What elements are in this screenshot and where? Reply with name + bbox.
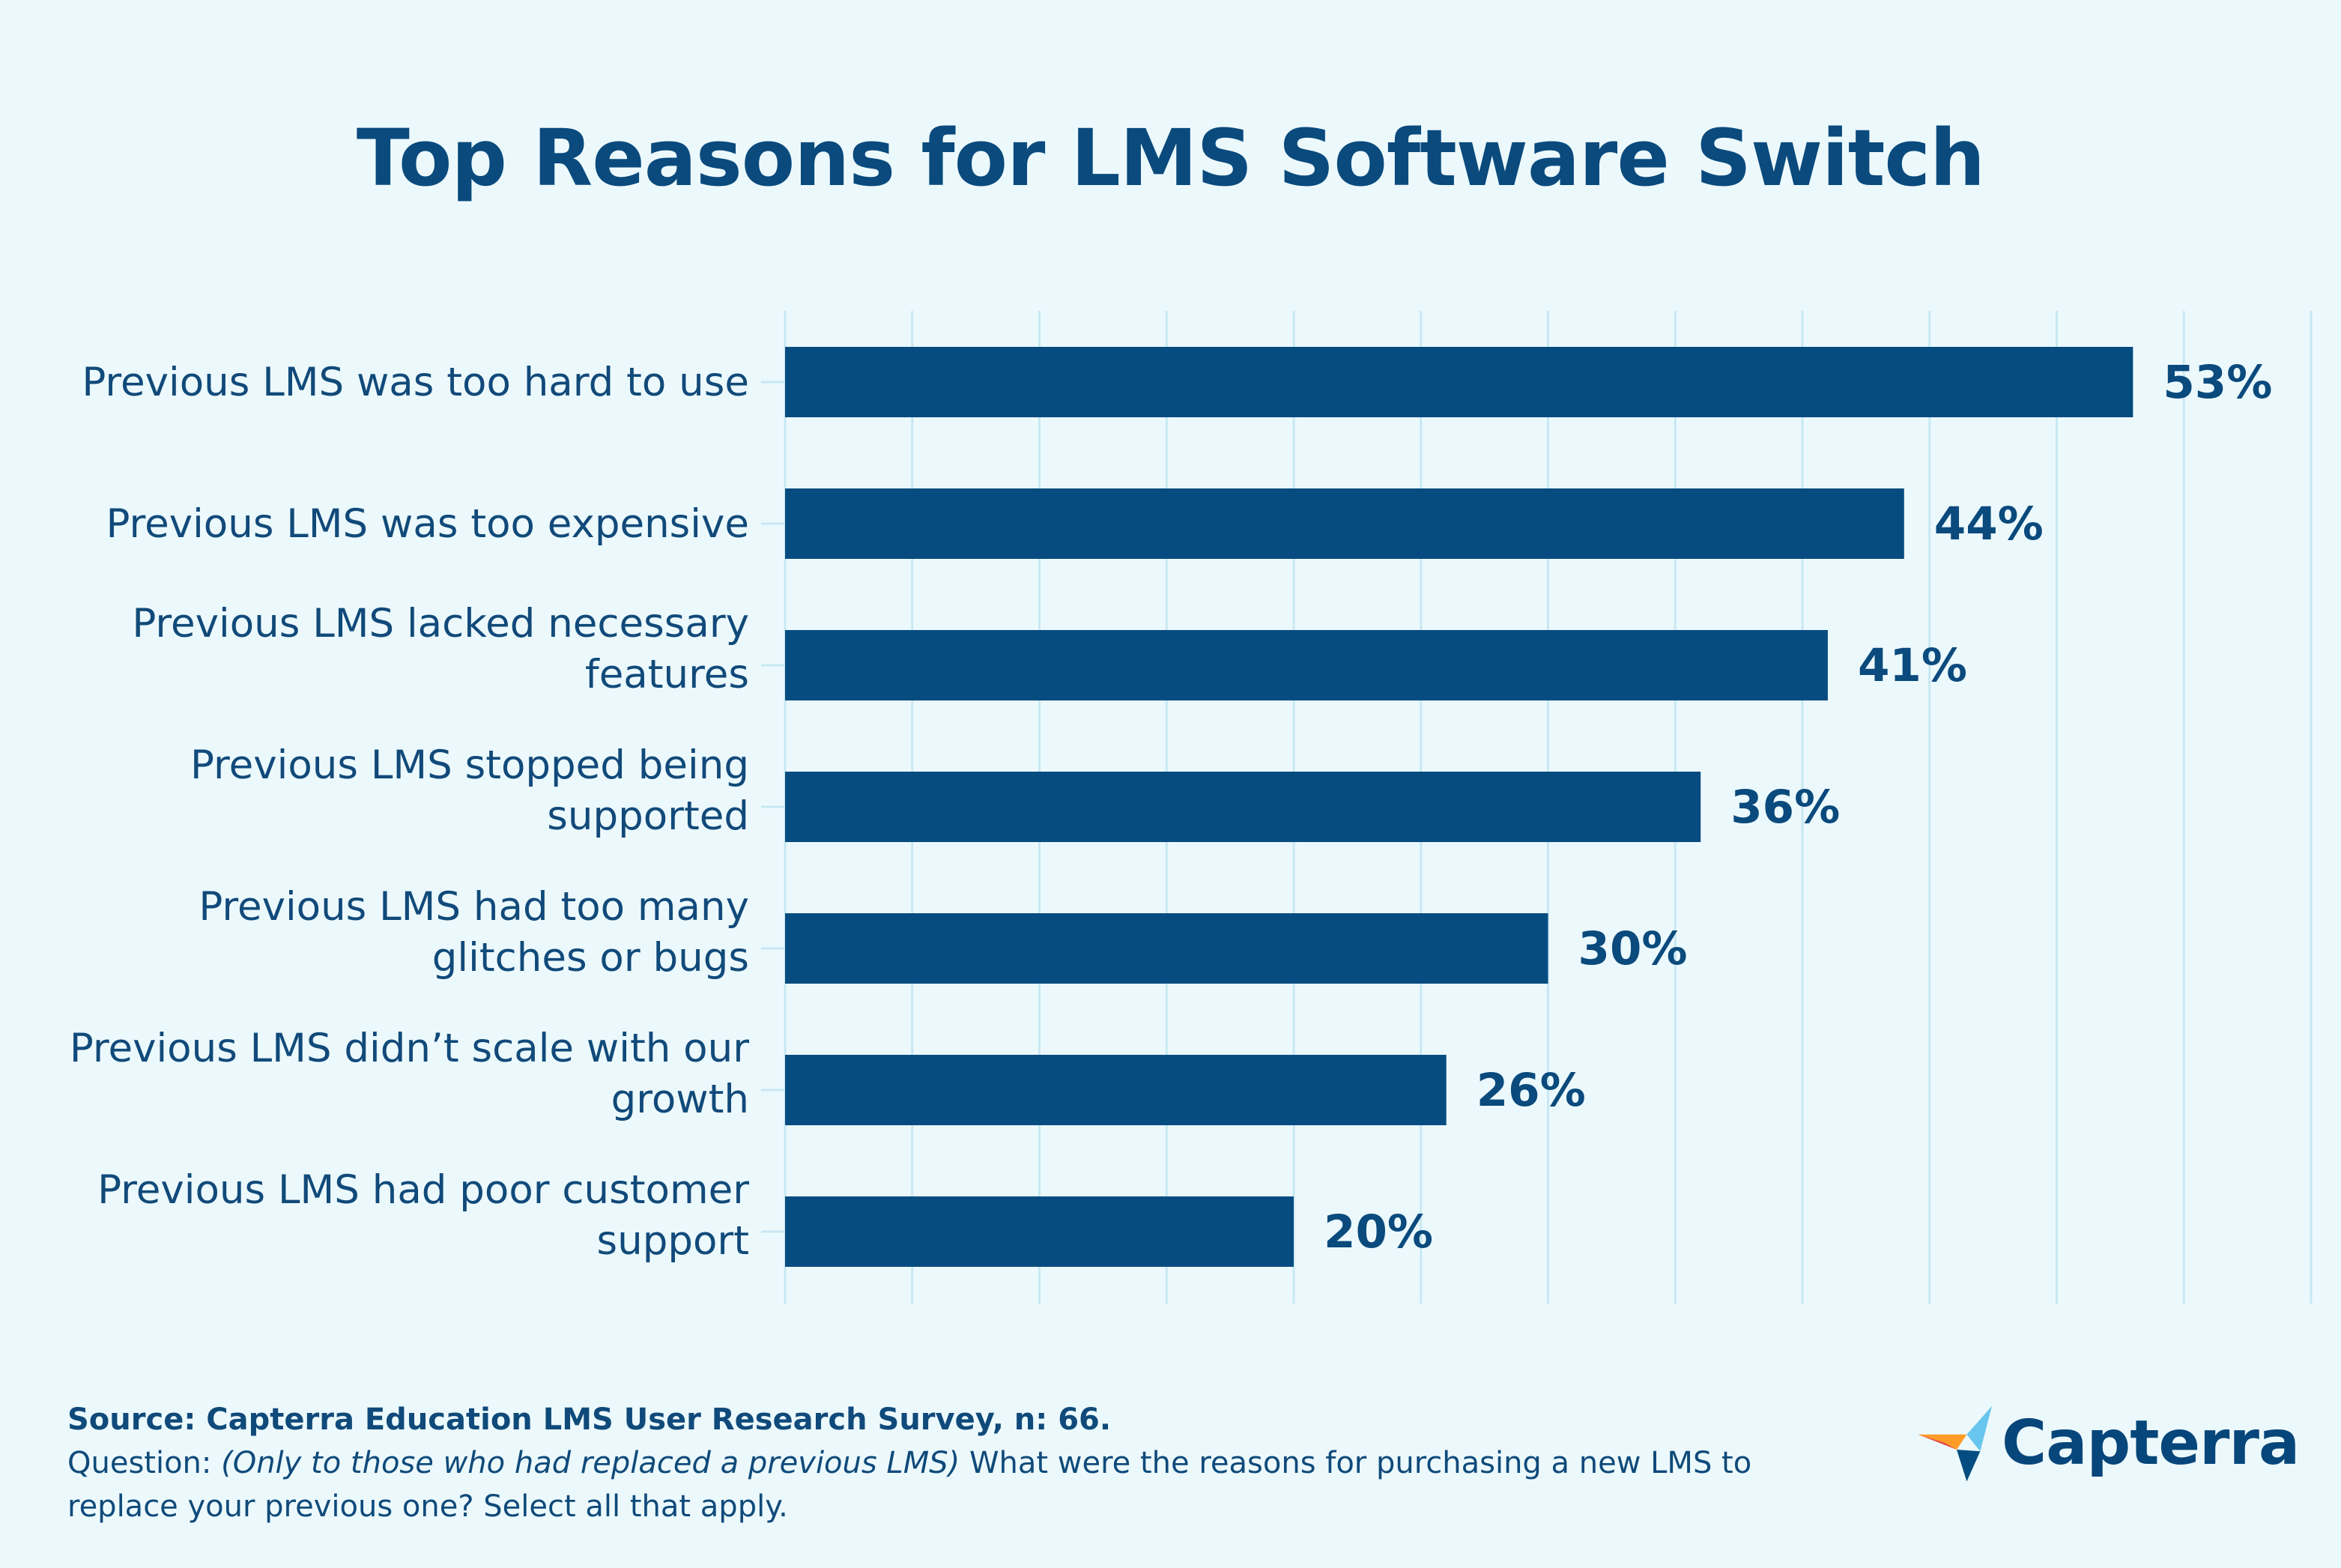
- question-text: What were the reasons for purchasing a n…: [67, 1446, 1752, 1524]
- category-label-line: supported: [547, 793, 749, 839]
- bar: [785, 347, 2133, 417]
- category-label-line: growth: [611, 1077, 749, 1122]
- category-label-line: Previous LMS had poor customer: [97, 1167, 749, 1213]
- source-note: Source: Capterra Education LMS User Rese…: [67, 1398, 1850, 1528]
- category-label-line: Previous LMS was too hard to use: [82, 360, 749, 405]
- capterra-arrow-icon: [1918, 1405, 1993, 1482]
- category-label: Previous LMS didn’t scale with our growth: [70, 1026, 749, 1122]
- question-qualifier: (Only to those who had replaced a previo…: [221, 1446, 960, 1480]
- category-label: Previous LMS lacked necessary features: [132, 601, 749, 697]
- value-label: 30%: [1578, 922, 1688, 975]
- value-label: 44%: [1934, 497, 2044, 551]
- category-label-line: Previous LMS lacked necessary: [132, 601, 749, 647]
- category-label-line: Previous LMS was too expensive: [106, 501, 749, 547]
- category-label-line: Previous LMS stopped being: [190, 742, 749, 788]
- chart-title: Top Reasons for LMS Software Switch: [356, 112, 1985, 204]
- value-label: 41%: [1858, 639, 1967, 692]
- category-label-line: Previous LMS had too many: [199, 884, 749, 930]
- category-label: Previous LMS had poor customer support: [97, 1167, 749, 1264]
- category-label-line: support: [597, 1218, 750, 1264]
- capterra-logo: Capterra: [1915, 1398, 2300, 1488]
- value-label: 53%: [2163, 356, 2272, 409]
- category-label: Previous LMS was too hard to use: [82, 360, 749, 405]
- category-labels: Previous LMS was too hard to use Previous…: [70, 360, 749, 1264]
- bar: [785, 772, 1701, 842]
- bar: [785, 1055, 1447, 1125]
- bars: [785, 347, 2133, 1267]
- category-label: Previous LMS was too expensive: [106, 501, 749, 547]
- bar-chart: Previous LMS was too hard to use Previous…: [70, 311, 2313, 1304]
- value-label: 36%: [1730, 781, 1840, 834]
- category-label: Previous LMS stopped being supported: [190, 742, 749, 839]
- bar: [785, 630, 1828, 700]
- bar: [785, 913, 1548, 984]
- value-label: 26%: [1477, 1064, 1586, 1117]
- bar: [785, 1196, 1294, 1267]
- source-line: Source: Capterra Education LMS User Rese…: [67, 1402, 1112, 1437]
- question-prefix: Question:: [67, 1446, 222, 1480]
- category-label-line: features: [585, 652, 749, 697]
- value-labels: 53% 44% 41% 36% 30% 26% 20%: [1324, 356, 2272, 1259]
- bar: [785, 488, 1904, 559]
- category-label: Previous LMS had too many glitches or bug…: [199, 884, 749, 981]
- category-label-line: glitches or bugs: [432, 935, 749, 981]
- category-label-line: Previous LMS didn’t scale with our: [70, 1026, 749, 1071]
- value-label: 20%: [1324, 1205, 1433, 1259]
- brand-name: Capterra: [2002, 1407, 2300, 1479]
